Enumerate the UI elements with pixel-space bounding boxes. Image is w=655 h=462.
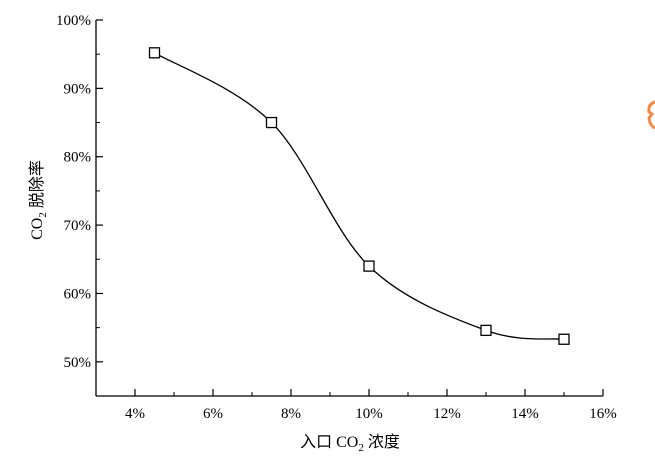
y-axis-title: CO2 脱除率	[28, 160, 49, 240]
y-tick-label: 80%	[64, 150, 92, 166]
y-tick-label: 70%	[64, 218, 92, 234]
y-tick-label: 100%	[56, 13, 91, 29]
axes	[95, 20, 603, 397]
series-line	[154, 52, 565, 340]
x-tick-label: 6%	[203, 406, 223, 422]
y-tick-label: 60%	[64, 286, 92, 302]
x-tick-label: 4%	[125, 406, 145, 422]
data-point	[148, 47, 161, 59]
data-point	[363, 260, 375, 272]
data-point	[558, 333, 570, 345]
x-tick-label: 14%	[511, 406, 539, 422]
x-tick-label: 10%	[355, 406, 383, 422]
x-axis-title-prefix: 入口 CO	[300, 434, 358, 451]
x-axis-title: 入口 CO2 浓度	[300, 433, 400, 454]
x-tick-label: 8%	[281, 406, 301, 422]
y-tick-label: 50%	[64, 355, 92, 371]
series	[148, 47, 570, 345]
y-axis-title-suffix: 脱除率	[28, 160, 46, 212]
data-point	[480, 324, 492, 337]
y-tick-label: 90%	[64, 81, 92, 97]
x-tick-label: 16%	[589, 406, 617, 422]
y-axis-title-subscript: 2	[37, 212, 49, 218]
x-axis-title-subscript: 2	[358, 442, 364, 454]
x-tick-label: 12%	[433, 406, 461, 422]
corner-decoration	[647, 100, 655, 130]
x-axis-title-suffix: 浓度	[364, 433, 400, 451]
ticks: 50% 60% 70% 80% 90% 100% 4% 6% 8% 10% 12% 14% 16%	[56, 13, 617, 422]
data-point	[265, 116, 278, 129]
y-axis-title-prefix: CO	[29, 218, 46, 240]
